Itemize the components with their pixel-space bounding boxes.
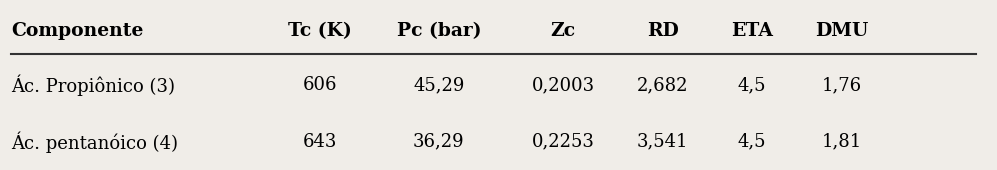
Text: 3,541: 3,541 <box>637 133 688 151</box>
Text: 643: 643 <box>302 133 337 151</box>
Text: Tc (K): Tc (K) <box>288 22 351 40</box>
Text: ETA: ETA <box>731 22 773 40</box>
Text: DMU: DMU <box>815 22 868 40</box>
Text: 1,81: 1,81 <box>822 133 861 151</box>
Text: 45,29: 45,29 <box>413 76 465 94</box>
Text: Ác. pentanóico (4): Ác. pentanóico (4) <box>11 131 178 153</box>
Text: RD: RD <box>647 22 678 40</box>
Text: 36,29: 36,29 <box>413 133 465 151</box>
Text: Pc (bar): Pc (bar) <box>397 22 482 40</box>
Text: 0,2253: 0,2253 <box>531 133 594 151</box>
Text: 4,5: 4,5 <box>738 76 767 94</box>
Text: Zc: Zc <box>550 22 575 40</box>
Text: 606: 606 <box>302 76 337 94</box>
Text: 4,5: 4,5 <box>738 133 767 151</box>
Text: 1,76: 1,76 <box>822 76 861 94</box>
Text: 2,682: 2,682 <box>637 76 688 94</box>
Text: 0,2003: 0,2003 <box>531 76 594 94</box>
Text: Ác. Propiônico (3): Ác. Propiônico (3) <box>11 74 175 96</box>
Text: Componente: Componente <box>11 22 144 40</box>
